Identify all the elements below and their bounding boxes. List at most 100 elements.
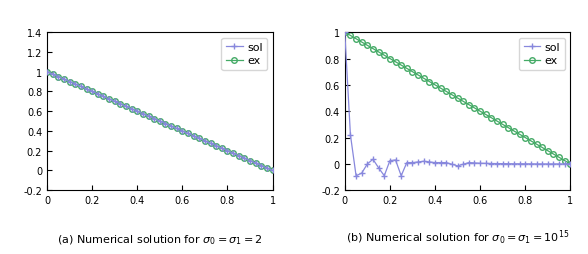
ex bbox=[415, 74, 422, 77]
ex bbox=[185, 132, 192, 135]
ex bbox=[122, 105, 129, 108]
sol bbox=[213, 145, 220, 148]
ex bbox=[61, 78, 68, 81]
ex bbox=[105, 98, 112, 101]
sol bbox=[224, 150, 231, 153]
Line: sol: sol bbox=[44, 70, 275, 173]
sol bbox=[397, 174, 405, 178]
ex bbox=[246, 160, 253, 163]
ex bbox=[168, 125, 175, 128]
sol bbox=[117, 103, 124, 106]
ex bbox=[437, 87, 444, 90]
ex bbox=[561, 160, 568, 163]
ex bbox=[100, 96, 107, 99]
ex bbox=[66, 81, 73, 84]
sol bbox=[94, 93, 101, 96]
ex bbox=[241, 157, 248, 160]
sol bbox=[527, 163, 534, 166]
sol bbox=[133, 110, 141, 113]
sol bbox=[522, 163, 529, 166]
ex bbox=[397, 64, 405, 67]
ex bbox=[162, 122, 169, 125]
sol bbox=[263, 167, 270, 170]
sol bbox=[539, 163, 546, 166]
ex bbox=[128, 108, 135, 111]
Text: (b) Numerical solution for $\sigma_0 = \sigma_1 = 10^{15}$: (b) Numerical solution for $\sigma_0 = \… bbox=[346, 228, 569, 246]
Line: ex: ex bbox=[44, 70, 275, 173]
sol bbox=[111, 100, 118, 103]
ex bbox=[482, 114, 489, 117]
sol bbox=[482, 162, 489, 165]
sol bbox=[392, 159, 399, 162]
sol bbox=[556, 163, 563, 166]
ex bbox=[196, 137, 203, 140]
ex bbox=[202, 140, 209, 143]
ex bbox=[465, 104, 472, 107]
sol bbox=[145, 115, 152, 118]
sol bbox=[550, 163, 557, 166]
ex bbox=[432, 84, 439, 87]
sol bbox=[196, 137, 203, 140]
sol bbox=[128, 108, 135, 111]
sol bbox=[61, 78, 68, 81]
ex bbox=[499, 123, 506, 126]
sol bbox=[72, 83, 79, 86]
ex bbox=[72, 83, 79, 86]
sol bbox=[252, 162, 259, 165]
sol bbox=[49, 73, 56, 76]
sol bbox=[202, 140, 209, 143]
ex bbox=[550, 153, 557, 156]
sol bbox=[207, 142, 214, 145]
sol bbox=[168, 125, 175, 128]
sol bbox=[454, 165, 461, 168]
ex bbox=[533, 143, 540, 146]
ex bbox=[190, 135, 197, 138]
sol bbox=[55, 76, 62, 79]
sol bbox=[269, 169, 276, 172]
ex bbox=[556, 156, 563, 159]
ex bbox=[567, 163, 574, 166]
sol bbox=[420, 160, 427, 163]
ex bbox=[449, 94, 456, 97]
sol bbox=[381, 174, 388, 178]
ex bbox=[263, 167, 270, 170]
sol bbox=[432, 162, 439, 165]
ex bbox=[55, 76, 62, 79]
ex bbox=[488, 117, 495, 120]
sol bbox=[375, 167, 382, 170]
sol bbox=[449, 163, 456, 166]
ex bbox=[235, 154, 242, 157]
sol bbox=[437, 162, 444, 165]
ex bbox=[218, 147, 225, 150]
Text: (a) Numerical solution for $\sigma_0 = \sigma_1 = 2$: (a) Numerical solution for $\sigma_0 = \… bbox=[57, 233, 263, 246]
sol bbox=[358, 172, 365, 175]
ex bbox=[420, 77, 427, 81]
sol bbox=[465, 162, 472, 165]
ex bbox=[426, 81, 433, 84]
ex bbox=[477, 110, 484, 113]
sol bbox=[426, 161, 433, 164]
sol bbox=[78, 86, 85, 89]
sol bbox=[505, 163, 512, 166]
ex bbox=[505, 127, 512, 130]
sol bbox=[218, 147, 225, 150]
ex bbox=[207, 142, 214, 145]
sol bbox=[369, 158, 376, 161]
ex bbox=[145, 115, 152, 118]
sol bbox=[353, 174, 360, 178]
ex bbox=[229, 152, 236, 155]
ex bbox=[369, 48, 376, 51]
sol bbox=[100, 96, 107, 99]
Line: ex: ex bbox=[342, 30, 573, 167]
sol bbox=[66, 81, 73, 84]
ex bbox=[156, 120, 163, 123]
ex bbox=[94, 93, 101, 96]
sol bbox=[347, 134, 354, 137]
sol bbox=[510, 163, 517, 166]
sol bbox=[139, 113, 146, 116]
sol bbox=[493, 162, 500, 165]
ex bbox=[117, 103, 124, 106]
ex bbox=[252, 162, 259, 165]
ex bbox=[358, 41, 365, 44]
sol bbox=[364, 163, 371, 166]
